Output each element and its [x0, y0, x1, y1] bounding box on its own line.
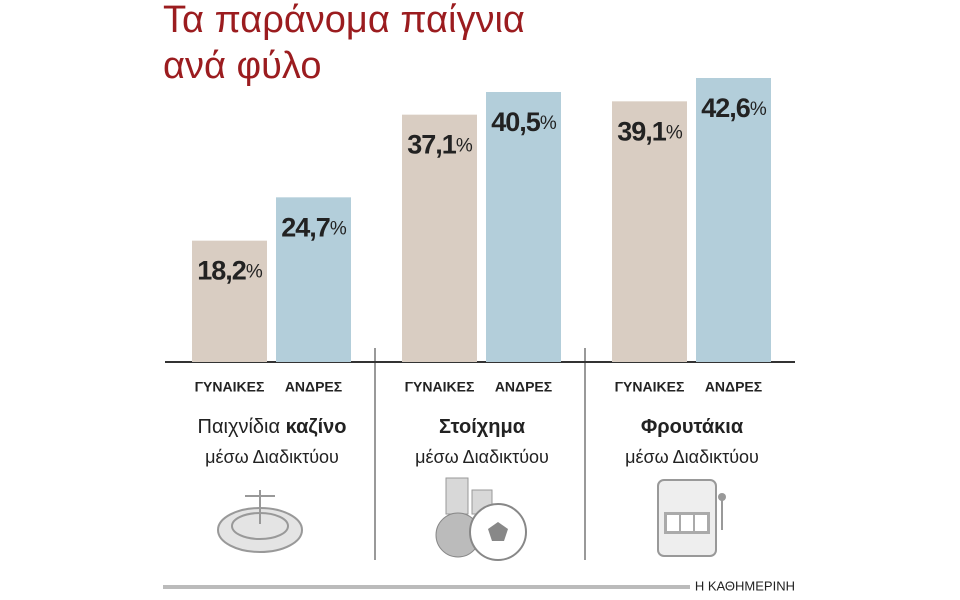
roulette-icon	[217, 490, 303, 553]
bar	[696, 78, 771, 362]
bar	[192, 240, 267, 362]
category-subtitle: μέσω Διαδικτύου	[205, 447, 339, 467]
bar	[486, 92, 561, 362]
bar	[402, 114, 477, 363]
category-subtitle: μέσω Διαδικτύου	[625, 447, 759, 467]
value-label: 39,1%	[617, 116, 683, 146]
bar	[276, 197, 351, 362]
series-label: ΑΝΔΡΕΣ	[495, 379, 552, 395]
series-label: ΓΥΝΑΙΚΕΣ	[615, 379, 685, 395]
value-label: 18,2%	[197, 256, 263, 286]
value-label: 40,5%	[491, 107, 557, 137]
chart-title: ανά φύλο	[163, 45, 321, 87]
category-label: Παιχνίδια καζίνο	[198, 416, 347, 438]
slot-machine-icon	[657, 479, 726, 557]
series-label: ΓΥΝΑΙΚΕΣ	[405, 379, 475, 395]
value-label: 42,6%	[701, 93, 767, 123]
betting-icon	[435, 477, 527, 561]
category-subtitle: μέσω Διαδικτύου	[415, 447, 549, 467]
category-label: Στοίχημα	[439, 416, 526, 438]
chart-title: Τα παράνομα παίγνια	[163, 0, 525, 41]
bar	[612, 101, 687, 362]
series-label: ΑΝΔΡΕΣ	[705, 379, 762, 395]
value-label: 24,7%	[281, 212, 347, 242]
source: Η ΚΑΘΗΜΕΡΙΝΗ	[695, 578, 795, 593]
value-label: 37,1%	[407, 130, 473, 160]
series-label: ΑΝΔΡΕΣ	[285, 379, 342, 395]
series-label: ΓΥΝΑΙΚΕΣ	[195, 379, 265, 395]
category-label: Φρουτάκια	[641, 416, 744, 438]
